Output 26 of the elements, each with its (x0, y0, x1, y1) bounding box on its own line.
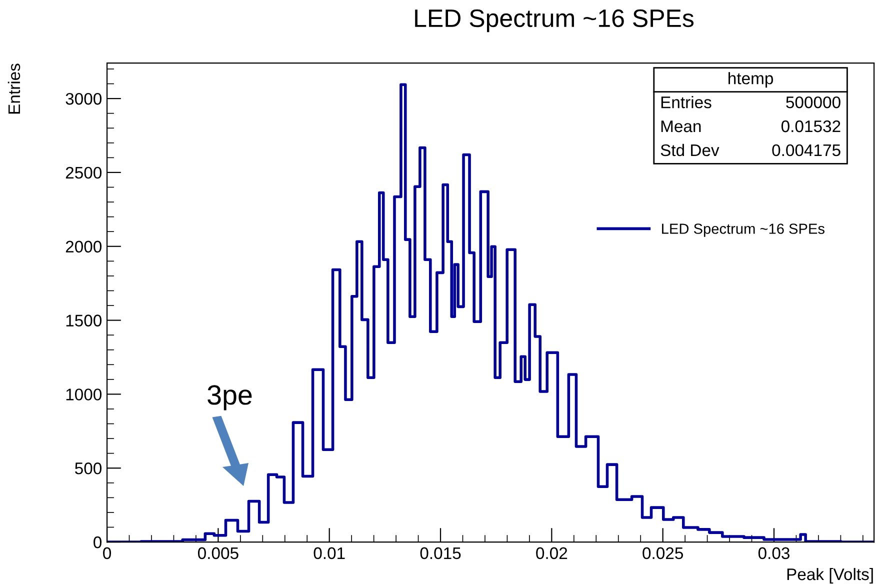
chart-title: LED Spectrum ~16 SPEs (415, 9, 694, 32)
legend-label: LED Spectrum ~16 SPEs (662, 224, 824, 237)
annotation: 3pe (208, 385, 252, 410)
y-tick-label: 500 (75, 462, 102, 474)
x-axis-title: Peak [Volts] (787, 568, 873, 584)
annotation: 500000 (786, 96, 840, 108)
x-tick-label: 0.03 (758, 547, 790, 560)
y-tick-label: 2000 (66, 240, 102, 253)
annotation: Entries (661, 96, 712, 108)
annotation: 0.01532 (781, 120, 840, 132)
x-tick-label: 0.005 (198, 547, 238, 560)
x-tick-label: 0.02 (536, 547, 568, 560)
annotation: Mean (661, 120, 701, 132)
annotation: Std Dev (660, 144, 720, 156)
x-tick-label: 0 (103, 547, 112, 560)
y-axis-title: Entries (8, 64, 20, 114)
annotation: 0.004175 (772, 144, 840, 156)
x-tick-label: 0.015 (420, 547, 461, 560)
y-tick-label: 3000 (66, 92, 102, 105)
y-tick-label: 1000 (66, 388, 102, 400)
y-tick-label: 2500 (66, 166, 102, 179)
x-tick-label: 0.025 (642, 547, 683, 560)
x-tick-label: 0.01 (314, 547, 345, 560)
y-tick-label: 0 (94, 536, 102, 548)
annotation: htemp (728, 72, 774, 88)
y-tick-label: 1500 (66, 314, 102, 326)
